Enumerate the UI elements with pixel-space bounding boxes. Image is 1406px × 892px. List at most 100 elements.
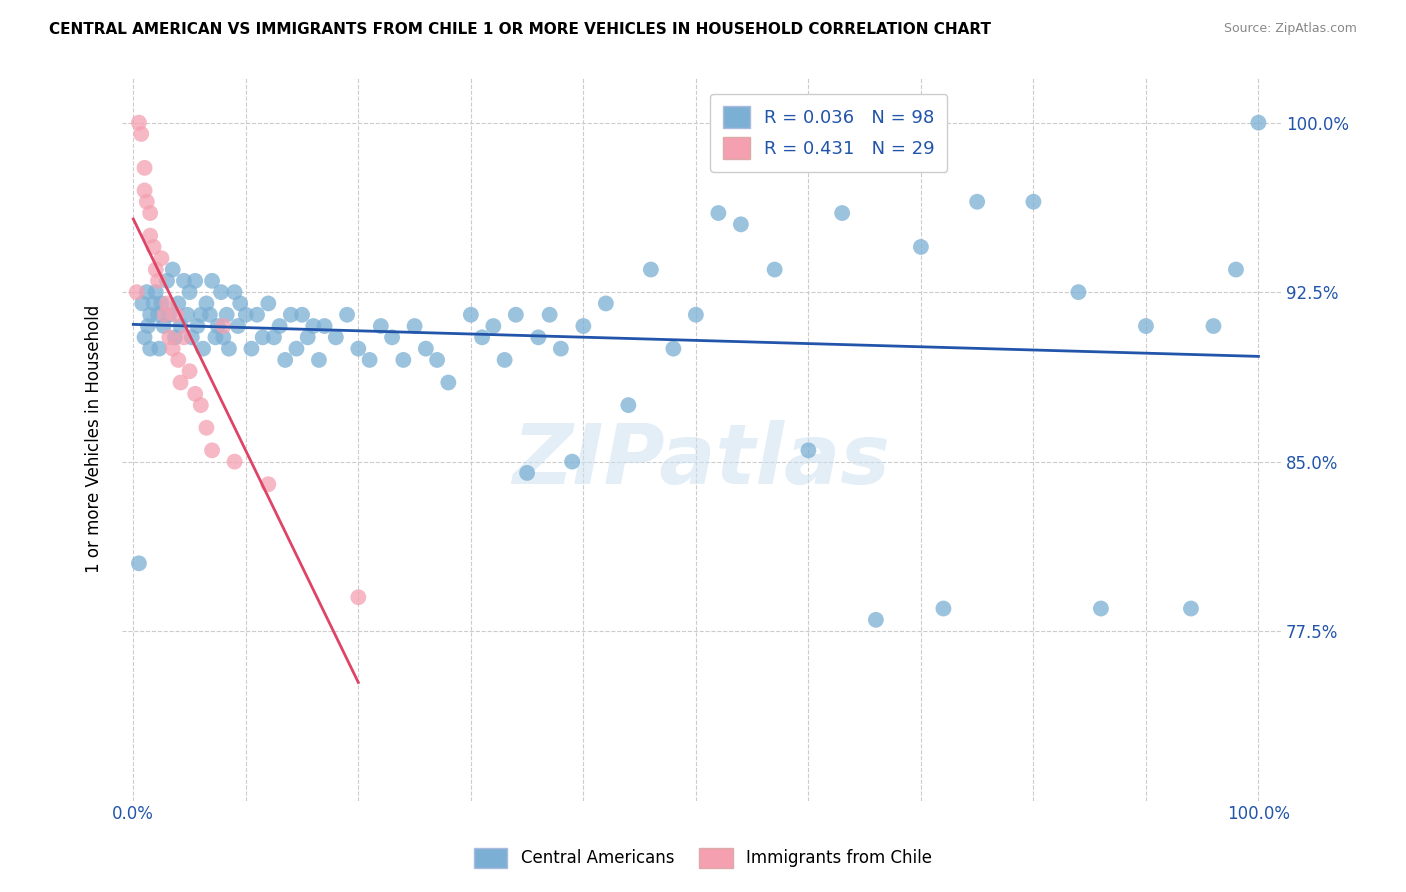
Point <box>263 330 285 344</box>
Point <box>139 206 162 220</box>
Point <box>162 262 184 277</box>
Point <box>139 308 162 322</box>
Point <box>370 319 392 334</box>
Point <box>392 353 415 368</box>
Point <box>285 342 308 356</box>
Point <box>195 421 218 435</box>
Point <box>494 353 516 368</box>
Point <box>763 262 786 277</box>
Point <box>212 330 235 344</box>
Point <box>150 296 173 310</box>
Point <box>190 398 212 412</box>
Point <box>165 308 187 322</box>
Point <box>1090 601 1112 615</box>
Point <box>146 308 169 322</box>
Point <box>235 308 257 322</box>
Point <box>131 296 153 310</box>
Point <box>381 330 404 344</box>
Point <box>156 296 179 310</box>
Point <box>163 330 186 344</box>
Point <box>224 455 246 469</box>
Point <box>336 308 359 322</box>
Point <box>437 376 460 390</box>
Point <box>191 342 214 356</box>
Point <box>617 398 640 412</box>
Point <box>460 308 482 322</box>
Point <box>142 240 165 254</box>
Point <box>134 183 156 197</box>
Point <box>146 274 169 288</box>
Point <box>347 591 370 605</box>
Point <box>572 319 595 334</box>
Point <box>212 319 235 334</box>
Point <box>538 308 561 322</box>
Point <box>176 308 198 322</box>
Point <box>201 443 224 458</box>
Point <box>134 330 156 344</box>
Point <box>257 296 280 310</box>
Point <box>707 206 730 220</box>
Point <box>505 308 527 322</box>
Point <box>550 342 572 356</box>
Point <box>347 342 370 356</box>
Legend: Central Americans, Immigrants from Chile: Central Americans, Immigrants from Chile <box>467 841 939 875</box>
Point <box>297 330 319 344</box>
Point <box>1180 601 1202 615</box>
Point <box>169 376 191 390</box>
Point <box>152 319 174 334</box>
Point <box>415 342 437 356</box>
Text: Source: ZipAtlas.com: Source: ZipAtlas.com <box>1223 22 1357 36</box>
Point <box>128 115 150 129</box>
Point <box>157 308 180 322</box>
Point <box>218 342 240 356</box>
Point <box>516 466 538 480</box>
Point <box>145 262 167 277</box>
Point <box>153 308 176 322</box>
Point <box>136 319 159 334</box>
Point <box>662 342 685 356</box>
Point <box>932 601 955 615</box>
Point <box>173 274 195 288</box>
Point <box>730 217 752 231</box>
Legend: R = 0.036   N = 98, R = 0.431   N = 29: R = 0.036 N = 98, R = 0.431 N = 29 <box>710 94 948 172</box>
Point <box>269 319 291 334</box>
Point <box>910 240 932 254</box>
Point <box>224 285 246 300</box>
Point <box>180 330 202 344</box>
Point <box>139 228 162 243</box>
Point <box>184 274 207 288</box>
Point <box>173 330 195 344</box>
Point <box>252 330 274 344</box>
Point <box>226 319 249 334</box>
Point <box>1067 285 1090 300</box>
Point <box>595 296 617 310</box>
Point <box>135 285 157 300</box>
Point <box>179 285 201 300</box>
Point <box>150 252 173 266</box>
Point <box>1135 319 1157 334</box>
Point <box>865 613 887 627</box>
Point <box>179 364 201 378</box>
Point <box>145 285 167 300</box>
Point <box>125 285 148 300</box>
Point <box>1202 319 1225 334</box>
Point <box>209 285 232 300</box>
Point <box>1225 262 1247 277</box>
Point <box>229 296 252 310</box>
Point <box>426 353 449 368</box>
Text: CENTRAL AMERICAN VS IMMIGRANTS FROM CHILE 1 OR MORE VEHICLES IN HOUSEHOLD CORREL: CENTRAL AMERICAN VS IMMIGRANTS FROM CHIL… <box>49 22 991 37</box>
Point <box>1022 194 1045 209</box>
Point <box>129 127 152 141</box>
Point <box>308 353 330 368</box>
Point <box>257 477 280 491</box>
Point <box>167 353 190 368</box>
Point <box>240 342 263 356</box>
Point <box>201 274 224 288</box>
Point <box>142 296 165 310</box>
Point <box>640 262 662 277</box>
Point <box>162 342 184 356</box>
Point <box>190 308 212 322</box>
Point <box>184 387 207 401</box>
Y-axis label: 1 or more Vehicles in Household: 1 or more Vehicles in Household <box>86 305 103 574</box>
Point <box>157 330 180 344</box>
